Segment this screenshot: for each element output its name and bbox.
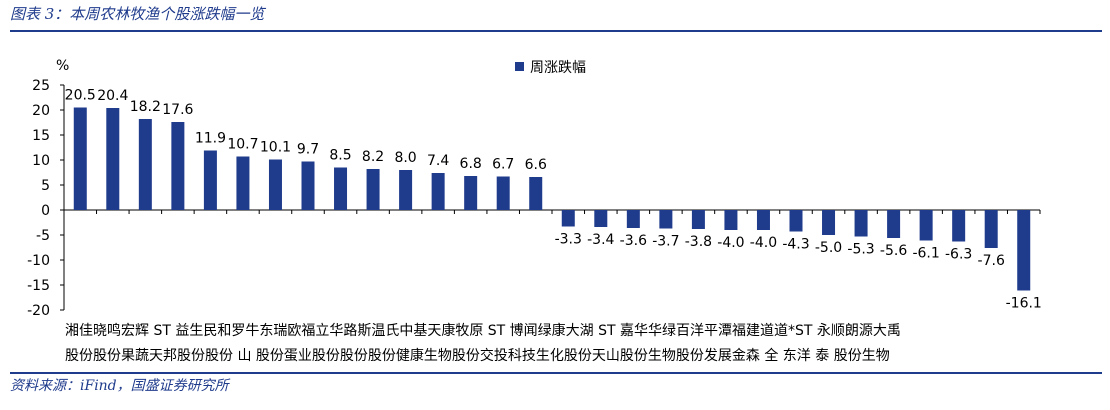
bar: [789, 210, 803, 232]
bar: [724, 210, 738, 230]
figure-header: 图表 3：本周农林牧渔个股涨跌幅一览: [10, 3, 264, 25]
data-label: -4.0: [750, 235, 777, 251]
source-rule: [10, 372, 1102, 374]
bar: [887, 210, 901, 238]
bar: [431, 173, 445, 210]
bar: [626, 210, 640, 228]
data-label: -4.0: [717, 235, 744, 251]
data-label: 9.7: [297, 142, 319, 158]
bar: [919, 210, 933, 241]
data-label: 10.1: [260, 140, 291, 156]
data-label: 10.7: [227, 137, 258, 153]
bar: [73, 107, 87, 210]
data-label: -6.1: [912, 246, 939, 262]
title-rule: [10, 30, 1102, 32]
data-label: 6.8: [460, 156, 482, 172]
bar: [203, 150, 217, 210]
data-label: 8.0: [394, 150, 416, 166]
bar: [138, 119, 152, 210]
figure-source: 资料来源：iFind，国盛证券研究所: [10, 378, 229, 394]
data-label: 6.7: [492, 157, 514, 173]
legend: 周涨跌幅: [515, 60, 586, 76]
data-label: 17.6: [162, 102, 193, 118]
bar: [301, 161, 315, 210]
data-label: -3.7: [652, 234, 679, 250]
y-tick-label: 20: [32, 103, 50, 119]
legend-label: 周涨跌幅: [530, 60, 586, 76]
bar: [984, 210, 998, 248]
bar: [496, 176, 510, 210]
data-label: -3.4: [587, 232, 614, 248]
bar: [268, 159, 282, 210]
y-tick-label: -15: [27, 278, 50, 294]
axes: 25 20 15 10 5 0 -5 -10 -15 -20: [27, 78, 1041, 319]
data-label: 7.4: [427, 153, 449, 169]
bar: [594, 210, 608, 227]
data-label: 6.6: [525, 157, 547, 173]
y-tick-label: 5: [41, 178, 50, 194]
bar: [822, 210, 836, 235]
legend-swatch: [515, 62, 524, 71]
data-label: -4.3: [782, 237, 809, 253]
bar: [659, 210, 673, 229]
bar: [1017, 210, 1031, 291]
category-label-line-1: 湘佳晓鸣宏辉 ST 益生民和罗牛东瑞欧福立华路斯温氏中基天康牧原 ST 博闻绿康…: [65, 322, 901, 339]
bar: [464, 176, 478, 210]
bar: [366, 169, 380, 210]
y-tick-label: -20: [27, 303, 50, 319]
data-label: 20.4: [97, 88, 128, 104]
y-tick-label: 10: [32, 153, 50, 169]
data-label: -5.6: [880, 243, 907, 259]
y-tick-label: -10: [27, 253, 50, 269]
bar: [399, 170, 413, 210]
data-label: -5.3: [847, 242, 874, 258]
y-unit-label: %: [56, 58, 69, 74]
data-label: 11.9: [195, 131, 226, 147]
data-label: 8.5: [329, 148, 351, 164]
bar: [952, 210, 966, 242]
bar-chart: % 周涨跌幅 25 20 15 10 5 0 -5 -10 -15 -20 20.5 20.418.…: [27, 58, 1042, 364]
bar: [691, 210, 705, 229]
bar: [529, 177, 543, 210]
category-label-line-2: 股份股份果蔬天邦股份股份 山 股份蛋业股份股份股份健康生物股份交投科技生化股份天…: [65, 347, 890, 364]
y-tick-label: -5: [36, 228, 50, 244]
data-label: 20.5: [65, 88, 96, 104]
bar: [334, 167, 348, 210]
category-labels: 湘佳晓鸣宏辉 ST 益生民和罗牛东瑞欧福立华路斯温氏中基天康牧原 ST 博闻绿康…: [65, 322, 901, 364]
bar: [756, 210, 770, 230]
bar: [854, 210, 868, 237]
bar: [561, 210, 575, 227]
figure-title: 图表 3：本周农林牧渔个股涨跌幅一览: [10, 5, 265, 23]
data-label: -7.6: [978, 253, 1005, 269]
bar: [106, 108, 120, 210]
data-label: -6.3: [945, 247, 972, 263]
data-label: 18.2: [130, 99, 161, 115]
y-tick-label: 25: [32, 78, 50, 94]
bar: [171, 122, 185, 210]
data-label: -5.0: [815, 240, 842, 256]
bars: [73, 107, 1031, 291]
data-label: -3.3: [555, 232, 582, 248]
y-tick-label: 15: [32, 128, 50, 144]
data-label: -16.1: [1006, 296, 1042, 312]
data-label: -3.8: [685, 234, 712, 250]
data-labels: 20.5 20.418.2 17.611.9 10.7 10.1 9.7 8.5 8.2 8.0…: [65, 88, 1042, 312]
y-tick-label: 0: [41, 203, 50, 219]
data-label: -3.6: [620, 233, 647, 249]
data-label: 8.2: [362, 149, 384, 165]
bar: [236, 156, 250, 210]
